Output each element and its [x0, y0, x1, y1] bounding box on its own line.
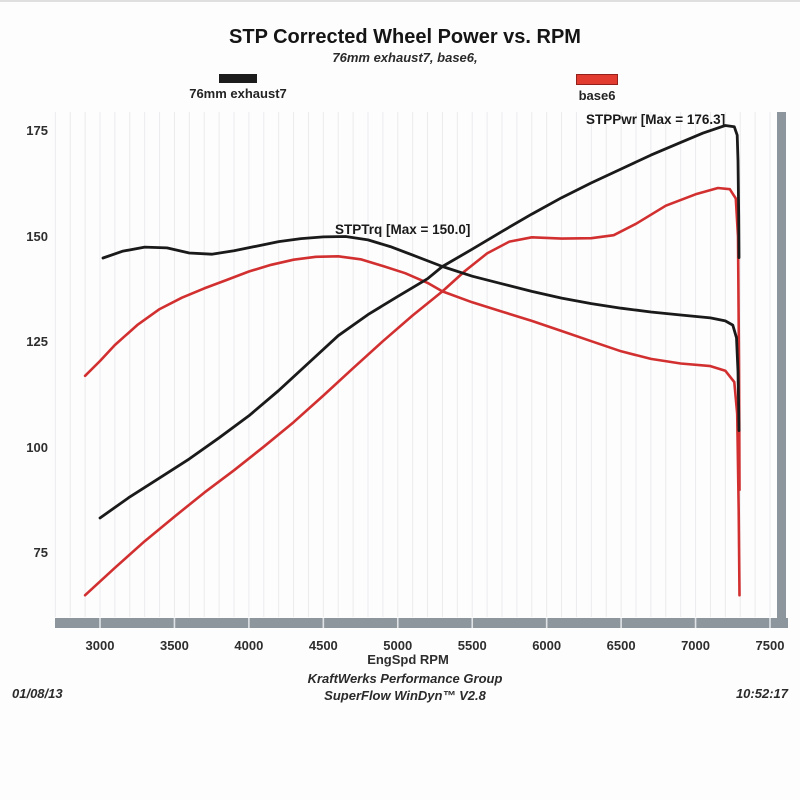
- x-tick-label: 5500: [457, 638, 487, 653]
- y-tick-label: 75: [33, 545, 48, 560]
- x-tick-label: 6000: [532, 638, 562, 653]
- scan-edge: [0, 0, 800, 2]
- x-tick-label: 5000: [383, 638, 413, 653]
- x-tick-label: 7500: [755, 638, 785, 653]
- y-tick-label: 150: [26, 228, 48, 244]
- annotation-torque-max: STPTrq [Max = 150.0]: [335, 222, 471, 237]
- legend-item-base6: base6: [537, 74, 657, 103]
- chart-subtitle: 76mm exhaust7, base6,: [332, 50, 478, 65]
- footer-software: SuperFlow WinDyn™ V2.8: [324, 688, 486, 703]
- curve-76mm-exhaust7-stptrq: [101, 235, 741, 433]
- date-stamp: 01/08/13: [12, 686, 63, 701]
- x-tick-label: 3500: [159, 638, 189, 653]
- footer-company: KraftWerks Performance Group: [307, 671, 503, 686]
- legend-label-base6: base6: [578, 88, 616, 103]
- annotation-power-max: STPPwr [Max = 176.3]: [586, 112, 726, 127]
- legend-swatch-base6: [576, 74, 618, 85]
- curve-76mm-exhaust7-stppwr: [98, 124, 741, 520]
- legend-label-76mm-exhaust7: 76mm exhaust7: [189, 86, 287, 101]
- x-tick-label: 7000: [681, 638, 710, 653]
- legend-item-76mm-exhaust7: 76mm exhaust7: [178, 74, 298, 101]
- time-stamp: 10:52:17: [735, 686, 788, 701]
- x-tick-label: 4000: [234, 638, 264, 653]
- y-tick-label: 100: [26, 439, 48, 455]
- curve-base6-stptrq: [83, 254, 741, 597]
- chart-title: STP Corrected Wheel Power vs. RPM: [229, 26, 581, 48]
- y-tick-label: 175: [26, 123, 48, 138]
- y-tick-label: 125: [26, 334, 48, 349]
- x-tick-label: 3000: [85, 638, 115, 653]
- legend-swatch-76mm-exhaust7: [219, 74, 257, 83]
- x-tick-label: 6500: [606, 638, 636, 653]
- curve-base6-stppwr: [83, 186, 741, 597]
- x-tick-label: 4500: [308, 638, 338, 653]
- x-axis-title: EngSpd RPM: [367, 652, 449, 667]
